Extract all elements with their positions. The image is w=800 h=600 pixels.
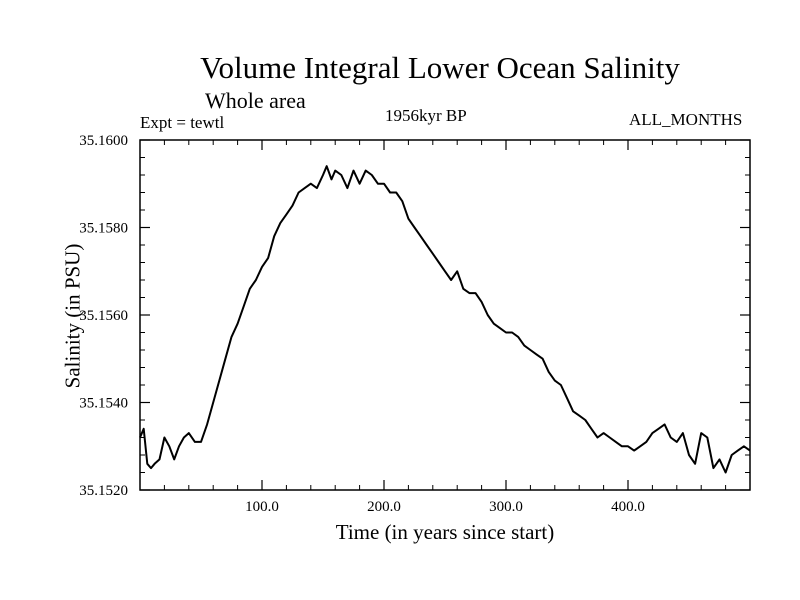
chart-subtitle: Whole area xyxy=(205,88,306,113)
x-tick-label: 300.0 xyxy=(489,499,523,515)
x-axis-label: Time (in years since start) xyxy=(335,520,555,544)
chart-title: Volume Integral Lower Ocean Salinity xyxy=(200,50,680,85)
y-tick-label: 35.1580 xyxy=(79,221,128,237)
period-label: 1956kyr BP xyxy=(385,106,467,125)
x-tick-label: 400.0 xyxy=(611,499,645,515)
x-tick-label: 100.0 xyxy=(245,499,279,515)
axis-ticks xyxy=(140,139,750,491)
y-tick-label: 35.1520 xyxy=(79,483,128,499)
months-label: ALL_MONTHS xyxy=(629,110,743,129)
axis-tick-labels: 100.0 200.0 300.0 400.0 35.1520 35.1540 35.156… xyxy=(79,133,645,515)
series-line-salinity xyxy=(139,165,751,474)
y-tick-label: 35.1600 xyxy=(79,133,128,149)
plot-frame xyxy=(139,139,751,491)
y-tick-label: 35.1560 xyxy=(79,308,128,324)
experiment-label: Expt = tewtl xyxy=(140,113,225,132)
x-tick-label: 200.0 xyxy=(367,499,401,515)
y-tick-label: 35.1540 xyxy=(79,396,128,412)
